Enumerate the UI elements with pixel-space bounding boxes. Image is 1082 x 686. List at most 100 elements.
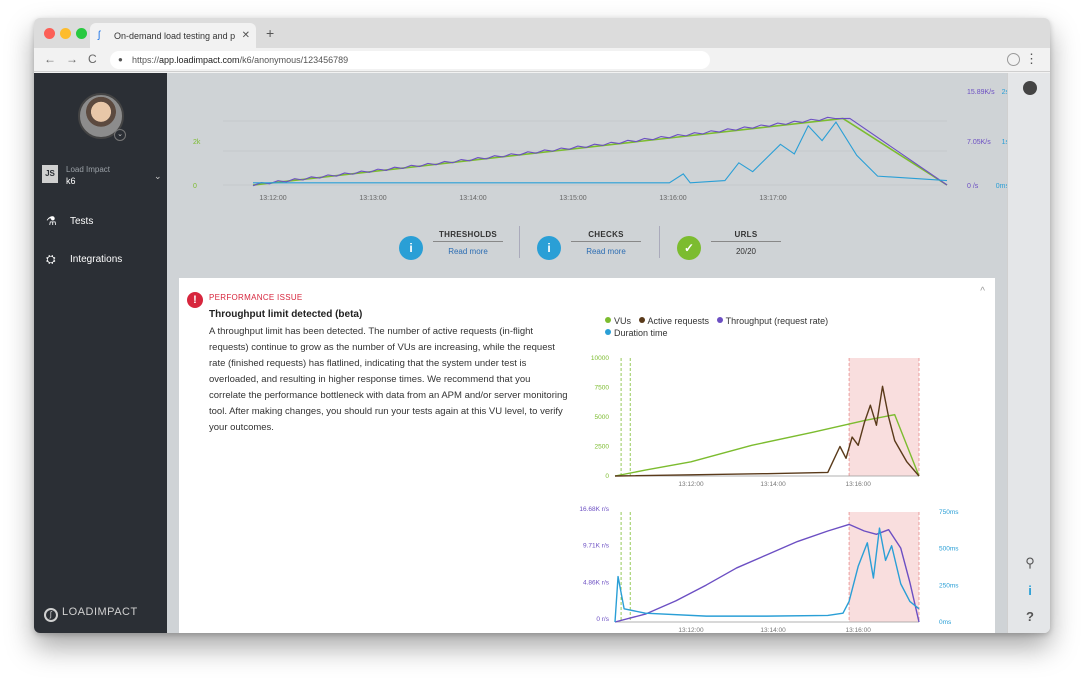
y-right-tick: 15.89K/s	[967, 89, 995, 96]
y-left-tick: 0	[193, 183, 197, 190]
avatar[interactable]	[78, 93, 124, 139]
info-icon: i	[399, 236, 423, 260]
sidebar: ⌄ JS Load Impact k6 ⌄ ⚗ Tests ⛭ Integrat…	[34, 73, 167, 633]
y-right-tick-label: 250ms	[939, 582, 959, 589]
throughput-line	[252, 116, 948, 187]
back-button[interactable]: ←	[44, 52, 56, 66]
divider	[519, 226, 520, 258]
url-scheme: https://	[132, 55, 160, 65]
legend-label: VUs	[614, 316, 632, 326]
legend-item-vus[interactable]: VUs	[605, 315, 631, 327]
legend-item-active-requests[interactable]: Active requests	[638, 315, 710, 327]
x-tick: 13:13:00	[359, 195, 386, 202]
minimize-window-button[interactable]	[60, 28, 71, 39]
sidebar-item-label: Integrations	[70, 254, 123, 265]
collapse-chevron-icon[interactable]: ^	[980, 286, 985, 297]
y-right2-tick: 1s	[1002, 139, 1007, 146]
sidebar-item-label: Tests	[70, 216, 94, 227]
y-tick-label: 16.68K r/s	[579, 506, 609, 513]
legend-item-duration[interactable]: Duration time	[605, 327, 668, 339]
alert-icon: !	[187, 292, 203, 308]
y-right-tick-label: 0ms	[939, 619, 952, 626]
checks-read-more-link[interactable]: Read more	[586, 247, 626, 256]
logo-text: LOADIMPACT	[62, 606, 138, 618]
browser-window: ʃ On-demand load testing and p ✕ + ← → C…	[34, 18, 1050, 633]
extension-icon[interactable]	[1007, 53, 1020, 66]
legend-item-throughput[interactable]: Throughput (request rate)	[716, 315, 828, 327]
info-icon: i	[537, 236, 561, 260]
tab-close-icon[interactable]: ✕	[241, 30, 250, 41]
x-tick: 13:14:00	[459, 195, 486, 202]
x-tick-label: 13:16:00	[846, 627, 872, 633]
x-tick: 13:15:00	[559, 195, 586, 202]
thresholds-read-more-link[interactable]: Read more	[448, 247, 488, 256]
overview-chart-background	[167, 73, 1007, 218]
throughput-duration-chart: 16.68K r/s 9.71K r/s 4.86K r/s 0 r/s 750ms 50…	[579, 506, 959, 633]
project-name: k6	[66, 176, 76, 186]
settings-icon[interactable]	[1023, 81, 1037, 95]
forward-button[interactable]: →	[66, 52, 78, 66]
y-left-tick: 2k	[193, 139, 201, 146]
org-name: Load Impact	[66, 165, 111, 174]
issue-title: Throughput limit detected (beta)	[209, 309, 363, 320]
y-right2-tick: 2s	[1002, 89, 1007, 96]
series-line	[614, 385, 920, 477]
close-window-button[interactable]	[44, 28, 55, 39]
legend-label: Duration time	[614, 328, 668, 338]
chevron-down-icon: ⌄	[154, 171, 162, 181]
chart-legend: VUs Active requests Throughput (request …	[605, 315, 905, 339]
issue-highlight-region	[849, 512, 919, 622]
new-tab-button[interactable]: +	[266, 25, 275, 41]
series-line	[614, 413, 920, 477]
y-tick-label: 4.86K r/s	[583, 579, 610, 586]
lock-icon: ●	[118, 55, 123, 64]
legend-label: Active requests	[647, 316, 710, 326]
y-tick-label: 0 r/s	[596, 616, 609, 623]
y-tick-label: 10000	[591, 355, 609, 362]
js-icon: JS	[42, 165, 58, 183]
lightbulb-icon[interactable]: ⚲	[1025, 555, 1035, 570]
series-line	[614, 523, 920, 623]
integrations-icon: ⛭	[46, 252, 56, 266]
chevron-down-icon[interactable]: ⌄	[114, 129, 126, 141]
thresholds-title: THRESHOLDS	[433, 230, 503, 242]
maximize-window-button[interactable]	[76, 28, 87, 39]
info-icon[interactable]: i	[1028, 583, 1032, 598]
overview-chart: 2k 0 15.89K/s 7.05K/s 0 /s 2s 1s 0ms 13:12:00 13:…	[167, 73, 1007, 218]
x-tick: 13:12:00	[259, 195, 286, 202]
browser-menu-button[interactable]: ⋮	[1025, 51, 1038, 66]
y-tick-label: 7500	[595, 385, 610, 392]
tab-title: On-demand load testing and p	[114, 31, 236, 41]
loadimpact-logo: ʃ LOADIMPACT	[44, 606, 138, 622]
url-field[interactable]: ● https://app.loadimpact.com/k6/anonymou…	[110, 51, 710, 69]
vus-active-requests-chart: 10000 7500 5000 2500 0 13:12:00 13:14:00 13:16:…	[591, 355, 920, 488]
performance-issue-panel: ! PERFORMANCE ISSUE Throughput limit det…	[179, 278, 995, 633]
urls-title: URLS	[711, 230, 781, 242]
tab-active[interactable]: ʃ On-demand load testing and p ✕	[90, 23, 256, 48]
x-tick-label: 13:16:00	[846, 481, 872, 488]
y-right-tick: 0 /s	[967, 183, 979, 190]
url-path: /k6/anonymous/123456789	[239, 55, 349, 65]
main-content: 2k 0 15.89K/s 7.05K/s 0 /s 2s 1s 0ms 13:12:00 13:…	[167, 73, 1007, 633]
org-selector[interactable]: JS Load Impact k6 ⌄	[42, 165, 162, 191]
reload-button[interactable]: C	[88, 52, 97, 66]
urls-count: 20/20	[735, 247, 757, 256]
x-tick-label: 13:12:00	[678, 627, 704, 633]
tab-bar: ʃ On-demand load testing and p ✕ +	[34, 18, 1050, 48]
legend-swatch	[605, 329, 611, 335]
help-icon[interactable]: ?	[1026, 609, 1034, 624]
y-right-tick-label: 750ms	[939, 509, 959, 516]
checks-title: CHECKS	[571, 230, 641, 242]
checks-row: i THRESHOLDS Read more i CHECKS Read mor…	[167, 218, 1007, 270]
x-tick: 13:16:00	[659, 195, 686, 202]
y-tick-label: 5000	[595, 414, 610, 421]
y-right-tick: 7.05K/s	[967, 139, 991, 146]
legend-swatch	[716, 317, 723, 323]
divider	[659, 226, 660, 258]
y-right2-tick: 0ms	[996, 183, 1007, 190]
y-tick-label: 9.71K r/s	[583, 543, 610, 550]
url-host: app.loadimpact.com	[159, 55, 240, 65]
issue-description: A throughput limit has been detected. Th…	[209, 326, 568, 433]
tests-icon: ⚗	[46, 214, 57, 228]
k6-favicon-icon: ʃ	[98, 30, 101, 41]
